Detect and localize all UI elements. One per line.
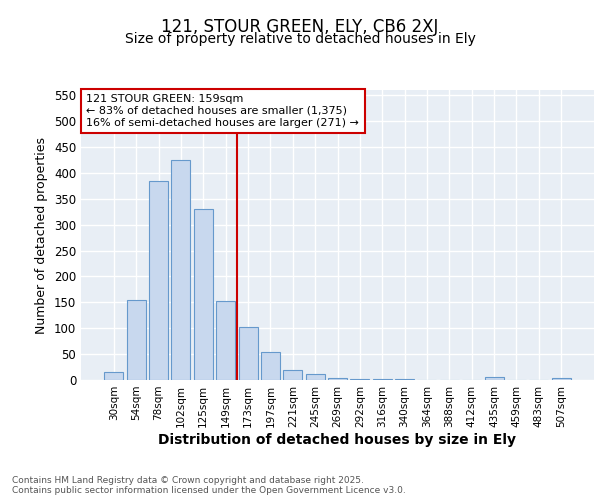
X-axis label: Distribution of detached houses by size in Ely: Distribution of detached houses by size … [158, 432, 517, 446]
Text: 121 STOUR GREEN: 159sqm
← 83% of detached houses are smaller (1,375)
16% of semi: 121 STOUR GREEN: 159sqm ← 83% of detache… [86, 94, 359, 128]
Bar [216, 301, 235, 380]
Bar [305, 374, 325, 380]
Bar [127, 300, 146, 380]
Y-axis label: Number of detached properties: Number of detached properties [35, 136, 49, 334]
Text: Size of property relative to detached houses in Ely: Size of property relative to detached ho… [125, 32, 475, 46]
Text: 121, STOUR GREEN, ELY, CB6 2XJ: 121, STOUR GREEN, ELY, CB6 2XJ [161, 18, 439, 36]
Bar [149, 180, 168, 380]
Bar [172, 160, 190, 380]
Bar [194, 209, 213, 380]
Bar [350, 379, 370, 380]
Bar [104, 372, 124, 380]
Bar [239, 327, 257, 380]
Bar [261, 352, 280, 380]
Text: Contains HM Land Registry data © Crown copyright and database right 2025.
Contai: Contains HM Land Registry data © Crown c… [12, 476, 406, 495]
Bar [551, 378, 571, 380]
Bar [328, 378, 347, 380]
Bar [283, 370, 302, 380]
Bar [485, 378, 503, 380]
